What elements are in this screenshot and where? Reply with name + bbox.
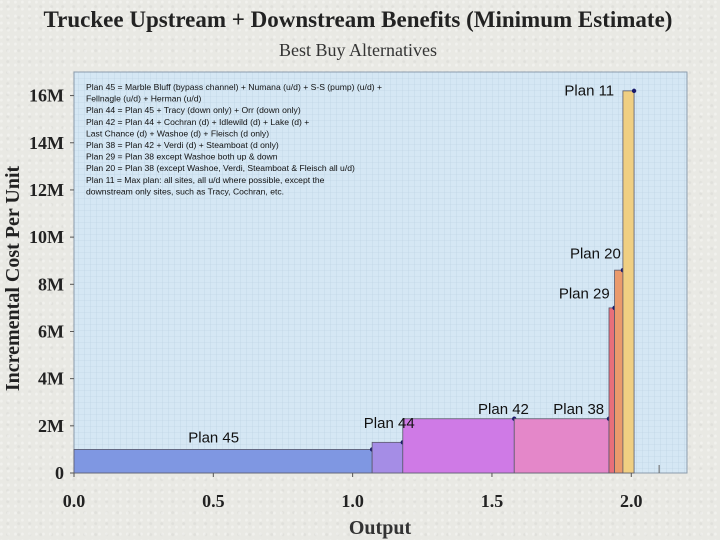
annotation-plan-20: Plan 20	[570, 245, 621, 262]
y-tick-label-2: 4M	[38, 369, 64, 389]
x-tick-label-4: 2.0	[620, 491, 643, 511]
x-tick-label-0: 0.0	[63, 491, 86, 511]
bar-marker-6	[631, 88, 637, 94]
y-tick-label-7: 14M	[29, 133, 64, 153]
bar-2	[402, 418, 515, 474]
chart-subtitle: Best Buy Alternatives	[279, 40, 437, 60]
legend-line-5: Plan 38 = Plan 42 + Verdi (d) + Steamboa…	[86, 140, 279, 150]
x-tick-label-3: 1.5	[481, 491, 504, 511]
bar-4	[608, 307, 615, 474]
bar-1	[371, 441, 404, 474]
legend-line-6: Plan 29 = Plan 38 except Washoe both up …	[86, 152, 278, 162]
legend-line-9: downstream only sites, such as Tracy, Co…	[86, 186, 284, 196]
y-tick-label-4: 8M	[38, 274, 64, 294]
annotation-plan-45: Plan 45	[188, 429, 239, 446]
y-axis-label: Incremental Cost Per Unit	[2, 166, 24, 392]
y-tick-label-6: 12M	[29, 180, 64, 200]
annotation-plan-38: Plan 38	[553, 401, 604, 418]
chart-title: Truckee Upstream + Downstream Benefits (…	[44, 7, 673, 32]
bar-3	[513, 418, 610, 474]
legend-line-1: Fellnagle (u/d) + Herman (u/d)	[86, 94, 201, 104]
annotation-plan-42: Plan 42	[478, 401, 529, 418]
x-tick-label-2: 1.0	[341, 491, 364, 511]
x-tick-label-1: 0.5	[202, 491, 225, 511]
legend-line-8: Plan 11 = Max plan: all sites, all u/d w…	[86, 175, 325, 185]
legend-line-0: Plan 45 = Marble Bluff (bypass channel) …	[86, 82, 382, 92]
bar-5	[614, 269, 624, 474]
annotation-plan-29: Plan 29	[559, 285, 610, 302]
legend-line-3: Plan 42 = Plan 44 + Cochran (d) + Idlewi…	[86, 117, 309, 127]
y-tick-label-5: 10M	[29, 227, 64, 247]
plot-area	[73, 71, 688, 474]
y-tick-label-8: 16M	[29, 86, 64, 106]
legend-line-7: Plan 20 = Plan 38 (except Washoe, Verdi,…	[86, 163, 355, 173]
annotation-plan-11: Plan 11	[564, 83, 614, 100]
bar-0	[73, 449, 373, 474]
legend-line-4: Last Chance (d) + Washoe (d) + Fleisch (…	[86, 128, 269, 138]
x-axis-label: Output	[349, 517, 412, 539]
annotation-plan-44: Plan 44	[364, 415, 415, 432]
y-tick-label-0: 0	[55, 463, 64, 483]
y-tick-label-3: 6M	[38, 321, 64, 341]
legend-line-2: Plan 44 = Plan 45 + Tracy (down only) + …	[86, 105, 301, 115]
bar-6	[622, 90, 635, 474]
y-tick-label-1: 2M	[38, 416, 64, 436]
